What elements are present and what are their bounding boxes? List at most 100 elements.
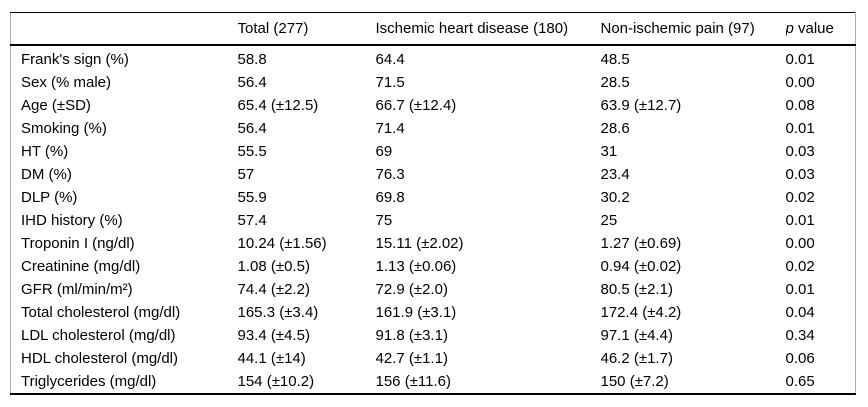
table-row: Sex (% male) 56.4 71.5 28.5 0.00 (11, 71, 856, 94)
row-label: DM (%) (21, 166, 72, 183)
cell-ischemic: 66.7 (±12.4) (375, 97, 457, 114)
table-row: IHD history (%) 57.4 75 25 0.01 (11, 209, 856, 232)
cell-pvalue: 0.01 (785, 51, 815, 68)
row-label: LDL cholesterol (mg/dl) (21, 327, 176, 344)
cell-ischemic: 42.7 (±1.1) (375, 350, 448, 367)
cell-pvalue: 0.06 (785, 350, 815, 367)
cell-nonischemic: 0.94 (±0.02) (600, 258, 682, 275)
cell-nonischemic: 80.5 (±2.1) (600, 281, 673, 298)
cell-total: 55.9 (237, 189, 267, 206)
cell-nonischemic: 28.5 (600, 74, 630, 91)
cell-total: 57 (237, 166, 255, 183)
cell-pvalue: 0.08 (785, 97, 815, 114)
column-header-empty (10, 12, 238, 46)
cell-nonischemic: 150 (±7.2) (600, 373, 669, 390)
data-table: Total (277) Ischemic heart disease (180)… (10, 12, 856, 395)
cell-total: 1.08 (±0.5) (237, 258, 310, 275)
cell-nonischemic: 25 (600, 212, 618, 229)
column-header-total: Total (277) (237, 12, 376, 46)
cell-pvalue: 0.34 (785, 327, 815, 344)
cell-pvalue: 0.03 (785, 166, 815, 183)
cell-ischemic: 72.9 (±2.0) (375, 281, 448, 298)
cell-ischemic: 71.5 (375, 74, 405, 91)
p-value-label: value (793, 20, 834, 37)
row-label: Age (±SD) (21, 97, 91, 114)
table-row: Smoking (%) 56.4 71.4 28.6 0.01 (11, 117, 856, 140)
cell-pvalue: 0.01 (785, 212, 815, 229)
cell-total: 154 (±10.2) (237, 373, 315, 390)
cell-pvalue: 0.03 (785, 143, 815, 160)
cell-ischemic: 71.4 (375, 120, 405, 137)
table-row: Total cholesterol (mg/dl) 165.3 (±3.4) 1… (11, 301, 856, 324)
cell-ischemic: 91.8 (±3.1) (375, 327, 448, 344)
table-row: Triglycerides (mg/dl) 154 (±10.2) 156 (±… (11, 370, 856, 394)
clinical-characteristics-table: Total (277) Ischemic heart disease (180)… (10, 12, 856, 395)
cell-nonischemic: 30.2 (600, 189, 630, 206)
cell-pvalue: 0.02 (785, 258, 815, 275)
cell-total: 10.24 (±1.56) (237, 235, 327, 252)
column-header-nonischemic: Non-ischemic pain (97) (600, 12, 786, 46)
cell-total: 44.1 (±14) (237, 350, 306, 367)
table-row: Troponin I (ng/dl) 10.24 (±1.56) 15.11 (… (11, 232, 856, 255)
table-row: HDL cholesterol (mg/dl) 44.1 (±14) 42.7 … (11, 347, 856, 370)
header-row: Total (277) Ischemic heart disease (180)… (10, 12, 856, 46)
cell-ischemic: 161.9 (±3.1) (375, 304, 457, 321)
cell-ischemic: 156 (±11.6) (375, 373, 452, 390)
table-row: Age (±SD) 65.4 (±12.5) 66.7 (±12.4) 63.9… (11, 94, 856, 117)
table-row: Frank's sign (%) 58.8 64.4 48.5 0.01 (11, 45, 856, 71)
cell-total: 58.8 (237, 51, 267, 68)
cell-nonischemic: 63.9 (±12.7) (600, 97, 682, 114)
row-label: HT (%) (21, 143, 69, 160)
row-label: HDL cholesterol (mg/dl) (21, 350, 178, 367)
cell-ischemic: 15.11 (±2.02) (375, 235, 464, 252)
row-label: DLP (%) (21, 189, 78, 206)
cell-total: 55.5 (237, 143, 267, 160)
cell-pvalue: 0.00 (785, 74, 815, 91)
cell-total: 74.4 (±2.2) (237, 281, 310, 298)
cell-pvalue: 0.04 (785, 304, 815, 321)
table-row: DM (%) 57 76.3 23.4 0.03 (11, 163, 856, 186)
cell-nonischemic: 97.1 (±4.4) (600, 327, 673, 344)
p-symbol: p (785, 20, 794, 37)
table-row: HT (%) 55.5 69 31 0.03 (11, 140, 856, 163)
cell-nonischemic: 31 (600, 143, 618, 160)
cell-ischemic: 69 (375, 143, 393, 160)
row-label: Sex (% male) (21, 74, 112, 91)
cell-nonischemic: 172.4 (±4.2) (600, 304, 682, 321)
row-label: Triglycerides (mg/dl) (21, 373, 157, 390)
row-label: Total cholesterol (mg/dl) (21, 304, 181, 321)
cell-ischemic: 64.4 (375, 51, 405, 68)
column-header-pvalue: p value (785, 12, 856, 46)
table-row: Creatinine (mg/dl) 1.08 (±0.5) 1.13 (±0.… (11, 255, 856, 278)
cell-ischemic: 1.13 (±0.06) (375, 258, 457, 275)
cell-pvalue: 0.65 (785, 373, 815, 390)
cell-pvalue: 0.01 (785, 120, 815, 137)
cell-pvalue: 0.02 (785, 189, 815, 206)
cell-total: 165.3 (±3.4) (237, 304, 319, 321)
cell-nonischemic: 48.5 (600, 51, 630, 68)
cell-total: 56.4 (237, 120, 267, 137)
row-label: Smoking (%) (21, 120, 107, 137)
cell-ischemic: 75 (375, 212, 393, 229)
cell-ischemic: 69.8 (375, 189, 405, 206)
cell-pvalue: 0.00 (785, 235, 815, 252)
row-label: Troponin I (ng/dl) (21, 235, 135, 252)
cell-nonischemic: 1.27 (±0.69) (600, 235, 682, 252)
cell-total: 65.4 (±12.5) (237, 97, 319, 114)
cell-pvalue: 0.01 (785, 281, 815, 298)
row-label: Frank's sign (%) (21, 51, 129, 68)
cell-ischemic: 76.3 (375, 166, 405, 183)
row-label: IHD history (%) (21, 212, 123, 229)
cell-nonischemic: 28.6 (600, 120, 630, 137)
cell-total: 56.4 (237, 74, 267, 91)
column-header-ischemic: Ischemic heart disease (180) (375, 12, 601, 46)
cell-total: 57.4 (237, 212, 267, 229)
cell-nonischemic: 46.2 (±1.7) (600, 350, 673, 367)
row-label: Creatinine (mg/dl) (21, 258, 141, 275)
cell-total: 93.4 (±4.5) (237, 327, 310, 344)
cell-nonischemic: 23.4 (600, 166, 630, 183)
table-row: LDL cholesterol (mg/dl) 93.4 (±4.5) 91.8… (11, 324, 856, 347)
table-row: GFR (ml/min/m²) 74.4 (±2.2) 72.9 (±2.0) … (11, 278, 856, 301)
table-row: DLP (%) 55.9 69.8 30.2 0.02 (11, 186, 856, 209)
